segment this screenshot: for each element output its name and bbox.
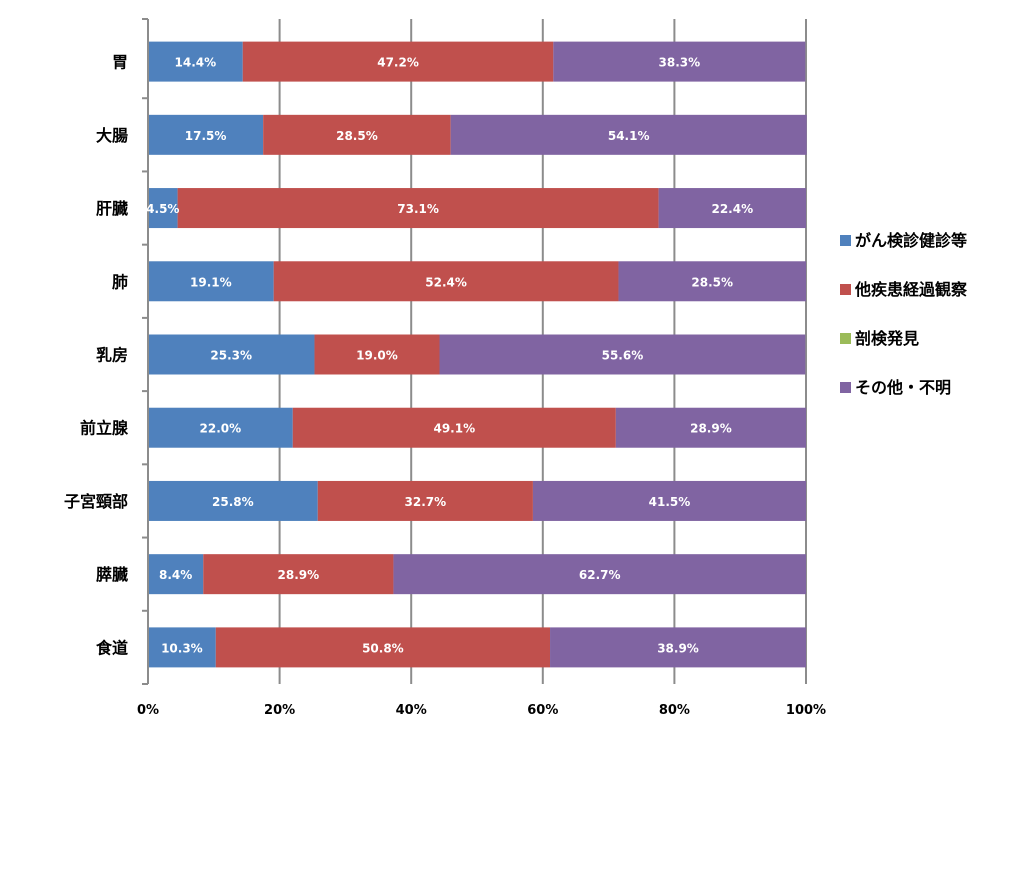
data-label: 50.8% <box>362 641 404 655</box>
data-label: 55.6% <box>602 349 644 363</box>
data-label: 10.3% <box>161 641 203 655</box>
legend-label: 他疾患経過観察 <box>854 280 968 299</box>
bar-segment <box>148 407 293 448</box>
bar-segment <box>615 407 806 448</box>
x-tick-label: 20% <box>264 703 295 718</box>
data-label: 47.2% <box>377 56 419 70</box>
category-label: 乳房 <box>96 346 128 365</box>
data-label: 22.0% <box>200 422 242 436</box>
x-tick-label: 0% <box>137 703 159 718</box>
data-label: 28.5% <box>336 129 378 143</box>
data-label: 38.9% <box>657 641 699 655</box>
data-label: 28.5% <box>691 275 733 289</box>
data-label: 14.4% <box>175 56 217 70</box>
bar-segment <box>148 261 274 302</box>
data-label: 25.3% <box>210 349 252 363</box>
data-label: 41.5% <box>649 495 691 509</box>
bar-segment <box>658 188 806 229</box>
bar-segment <box>148 188 178 229</box>
bar-segment <box>148 554 204 595</box>
bar-segment <box>148 114 264 155</box>
bar-segment <box>215 627 551 668</box>
bar-segment <box>148 334 315 375</box>
data-label: 25.8% <box>212 495 254 509</box>
data-label: 4.5% <box>146 202 179 216</box>
category-label: 子宮頸部 <box>64 492 128 511</box>
data-label: 17.5% <box>185 129 227 143</box>
bar-segment <box>203 554 394 595</box>
x-tick-label: 40% <box>396 703 427 718</box>
legend-label: 剖検発見 <box>855 329 919 348</box>
data-label: 19.0% <box>356 349 398 363</box>
data-label: 54.1% <box>608 129 650 143</box>
bar-segment <box>450 114 807 155</box>
bar-segment <box>314 334 440 375</box>
x-tick-label: 80% <box>659 703 690 718</box>
category-label: 膵臓 <box>96 565 128 584</box>
bar-segment <box>292 407 616 448</box>
bar-segment <box>553 41 806 82</box>
data-label: 73.1% <box>397 202 439 216</box>
bar-segment <box>148 41 243 82</box>
bar-segment <box>148 627 216 668</box>
legend-swatch <box>840 235 851 246</box>
x-tick-label: 100% <box>786 703 826 718</box>
bar-segment <box>273 261 619 302</box>
bar-segment <box>263 114 451 155</box>
bar-segment <box>148 480 318 521</box>
data-label: 28.9% <box>690 422 732 436</box>
category-label: 前立腺 <box>80 419 129 438</box>
data-label: 52.4% <box>425 275 467 289</box>
data-label: 28.9% <box>278 568 320 582</box>
data-label: 19.1% <box>190 275 232 289</box>
labels: 0% 20% 40% 60% 80% 100% 14.4% 47.2% 38.3% 胃 17.5% 2… <box>64 53 826 718</box>
data-label: 38.3% <box>659 56 701 70</box>
bar-segment <box>317 480 533 521</box>
data-label: 8.4% <box>159 568 192 582</box>
x-tick-label: 60% <box>527 703 558 718</box>
category-label: 胃 <box>112 53 128 72</box>
legend-label: その他・不明 <box>855 378 951 397</box>
data-label: 22.4% <box>711 202 753 216</box>
category-label: 大腸 <box>96 126 128 145</box>
axes <box>142 18 149 685</box>
category-label: 食道 <box>95 638 128 657</box>
legend-swatch <box>840 382 851 393</box>
bar-segment <box>393 554 806 595</box>
bar-segment <box>618 261 806 302</box>
data-label: 49.1% <box>433 422 475 436</box>
category-label: 肝臓 <box>96 199 128 218</box>
legend-swatch <box>840 333 851 344</box>
bar-segment <box>550 627 806 668</box>
bar-segment <box>242 41 554 82</box>
bar-segment <box>439 334 806 375</box>
legend-swatch <box>840 284 851 295</box>
legend-label: がん検診健診等 <box>855 231 967 250</box>
category-label: 肺 <box>112 272 128 291</box>
bar-segment <box>177 188 659 229</box>
bar-segment <box>532 480 806 521</box>
data-label: 62.7% <box>579 568 621 582</box>
data-label: 32.7% <box>405 495 447 509</box>
bars <box>148 41 807 668</box>
